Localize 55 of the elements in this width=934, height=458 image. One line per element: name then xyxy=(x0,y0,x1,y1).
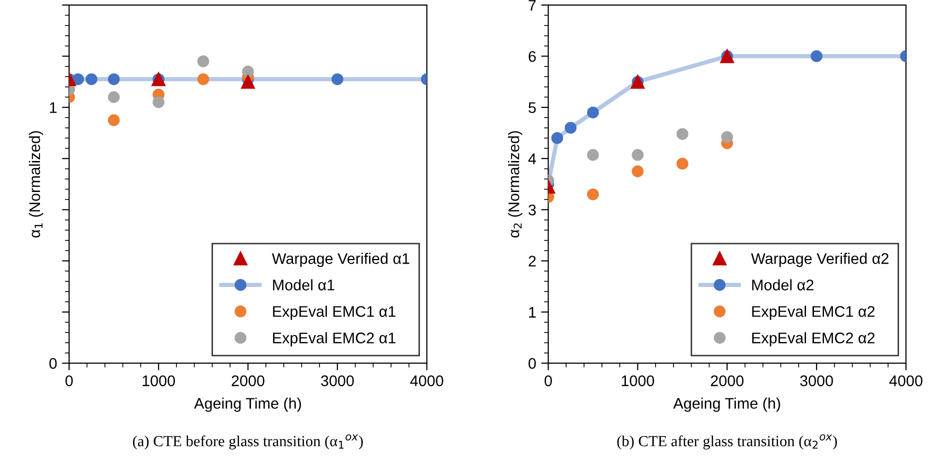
point xyxy=(632,149,644,161)
point xyxy=(676,158,688,170)
legend-label: ExpEval EMC1 α1 xyxy=(273,306,396,320)
x-tick-label: 2000 xyxy=(710,375,744,386)
point xyxy=(108,91,120,104)
legend-label: Model α2 xyxy=(752,279,814,290)
y-axis-title: α$_{1}$ (Normalized) xyxy=(28,131,44,238)
x-tick-label: 0 xyxy=(544,375,552,386)
legend-label: ExpEval EMC2 α1 xyxy=(273,332,396,346)
x-axis-title: Ageing Time (h) xyxy=(194,398,301,412)
x-tick-label: 4000 xyxy=(889,375,922,386)
x-tick-label: 3000 xyxy=(800,375,833,386)
text: (b) CTE after glass transition (α$_{2}$$^{ox}$) xyxy=(617,434,837,450)
x-tick-label: 3000 xyxy=(321,375,354,386)
legend-label: ExpEval EMC2 α2 xyxy=(752,332,875,346)
point xyxy=(721,131,734,143)
y-tick-label: 6 xyxy=(528,51,536,62)
x-tick-label: 0 xyxy=(65,375,73,386)
x-tick-label: 2000 xyxy=(232,375,264,386)
point xyxy=(152,96,164,108)
point xyxy=(72,73,84,86)
point xyxy=(108,73,120,86)
point xyxy=(241,74,255,89)
point xyxy=(587,106,599,118)
y-tick-label: 1 xyxy=(50,102,57,113)
y-tick-label: 1 xyxy=(529,307,536,318)
point xyxy=(587,188,599,200)
x-tick-label: 4000 xyxy=(410,375,444,386)
point xyxy=(632,165,644,178)
point xyxy=(86,73,98,86)
point xyxy=(197,55,210,68)
point xyxy=(587,149,599,161)
point xyxy=(332,73,344,86)
point xyxy=(197,73,210,86)
point xyxy=(108,114,120,126)
point xyxy=(810,50,822,62)
y-tick-label: 4 xyxy=(528,154,536,164)
y-tick-label: 0 xyxy=(528,358,536,369)
y-tick-label: 7 xyxy=(528,0,536,11)
legend-label: Warpage Verified α2 xyxy=(751,252,888,267)
text: (a) CTE before glass transition (α$_{1}$$^{ox}$) xyxy=(132,434,363,450)
y-tick-label: 3 xyxy=(528,204,536,216)
point xyxy=(551,132,564,144)
point xyxy=(242,66,254,78)
point xyxy=(676,128,688,140)
point xyxy=(564,122,577,134)
x-axis-title: Ageing Time (h) xyxy=(673,398,780,412)
y-tick-label: 5 xyxy=(528,102,536,114)
legend-label: Model α1 xyxy=(273,279,334,290)
legend-label: Warpage Verified α1 xyxy=(272,252,410,267)
y-axis-title: α$_{2}$ (Normalized) xyxy=(508,131,522,238)
x-tick-label: 1000 xyxy=(622,375,654,386)
legend-label: ExpEval EMC1 α2 xyxy=(752,306,875,320)
x-tick-label: 1000 xyxy=(142,375,175,386)
y-tick-label: 2 xyxy=(528,256,536,266)
